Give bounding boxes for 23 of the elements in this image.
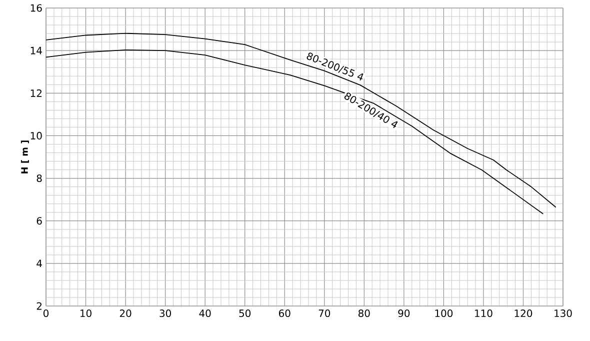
- y-tick-label: 14: [30, 46, 42, 54]
- x-tick-label: 120: [514, 310, 532, 318]
- x-tick-label: 90: [398, 310, 410, 318]
- y-tick-label: 16: [30, 4, 42, 12]
- x-tick-label: 110: [475, 310, 492, 318]
- y-tick-label: 6: [36, 217, 42, 225]
- x-tick-label: 70: [318, 310, 330, 318]
- x-tick-label: 130: [554, 310, 572, 318]
- y-axis-title: H [ m ]: [20, 140, 29, 174]
- x-tick-label: 50: [239, 310, 251, 318]
- x-tick-label: 80: [358, 310, 370, 318]
- x-tick-label: 20: [120, 310, 132, 318]
- y-tick-label: 2: [36, 302, 42, 310]
- x-tick-label: 30: [160, 310, 171, 318]
- y-tick-label: 10: [30, 132, 42, 140]
- x-tick-label: 40: [199, 310, 211, 318]
- y-tick-label: 12: [30, 89, 42, 97]
- y-tick-label: 4: [36, 260, 42, 268]
- y-tick-label: 8: [36, 174, 42, 182]
- x-tick-label: 0: [43, 310, 49, 318]
- x-tick-label: 100: [435, 310, 453, 318]
- x-tick-label: 10: [80, 310, 92, 318]
- x-tick-label: 60: [278, 310, 290, 318]
